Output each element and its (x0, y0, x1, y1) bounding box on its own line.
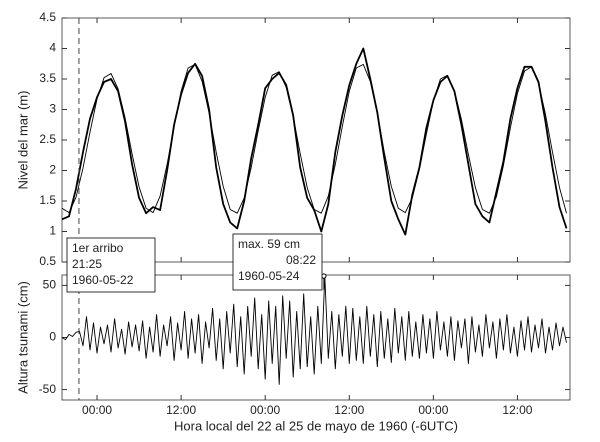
y-tick-label: 3 (49, 102, 56, 116)
x-tick-label: 12:00 (334, 403, 364, 417)
y-axis-label: Altura tsunami (cm) (15, 281, 30, 394)
annotation-text: 08:22 (286, 253, 316, 267)
y-tick-label: 2 (49, 163, 56, 177)
series-line (61, 63, 567, 214)
annotation-text: 1960-05-24 (238, 269, 300, 283)
y-tick-label: -50 (39, 382, 57, 396)
annotation-text: 21:25 (72, 257, 102, 271)
annotation-text: max. 59 cm (238, 237, 300, 251)
plot-frame (61, 17, 571, 263)
x-tick-label: 00:00 (250, 403, 280, 417)
y-tick-label: 50 (43, 278, 57, 292)
y-tick-label: 4.5 (39, 10, 56, 24)
y-tick-label: 1.5 (39, 193, 56, 207)
y-tick-label: 0 (49, 330, 56, 344)
annotation-box (232, 233, 323, 291)
y-axis-label: Nivel del mar (m) (15, 91, 30, 190)
y-tick-label: 3.5 (39, 71, 56, 85)
series-line (61, 47, 568, 236)
x-tick-label: 00:00 (82, 403, 112, 417)
x-tick-label: 12:00 (166, 403, 196, 417)
y-tick-label: 0.5 (39, 254, 56, 268)
annotation-text: 1er arribo (72, 241, 124, 255)
y-tick-label: 4 (49, 41, 56, 55)
x-tick-label: 00:00 (418, 403, 448, 417)
y-tick-label: 1 (49, 224, 56, 238)
series-line (61, 275, 567, 385)
x-tick-label: 12:00 (502, 403, 532, 417)
y-tick-label: 2.5 (39, 132, 56, 146)
x-axis-label: Hora local del 22 al 25 de mayo de 1960 … (174, 418, 458, 433)
annotation-text: 1960-05-22 (72, 273, 134, 287)
annotation-box (66, 237, 156, 293)
